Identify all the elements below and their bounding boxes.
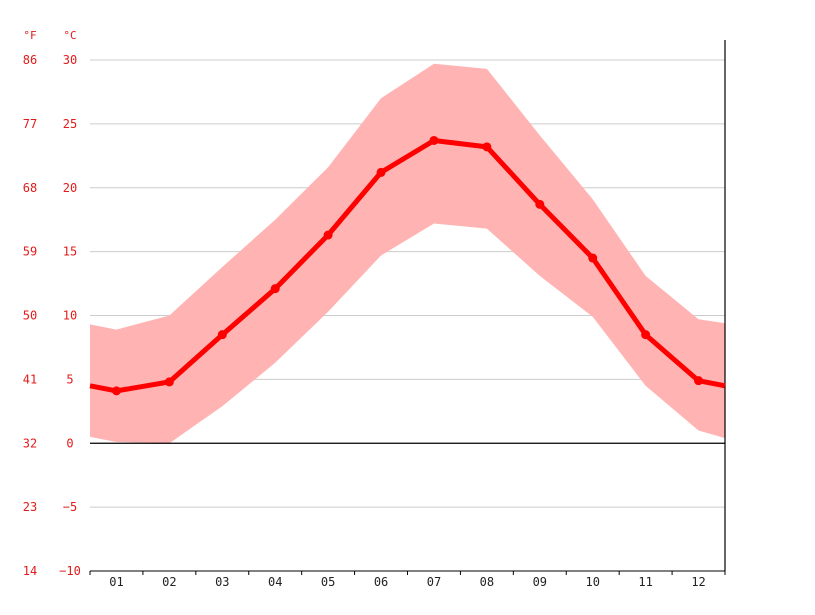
data-point [164, 377, 174, 387]
data-point [270, 284, 280, 294]
y-tick-fahrenheit: 77 [23, 117, 37, 131]
y-tick-fahrenheit: 86 [23, 53, 37, 67]
data-point [429, 135, 439, 145]
y-tick-fahrenheit: 68 [23, 181, 37, 195]
y-tick-celsius: −5 [63, 500, 77, 514]
y-tick-celsius: 15 [63, 245, 77, 259]
y-tick-celsius: 25 [63, 117, 77, 131]
x-tick-label: 11 [638, 575, 652, 589]
y-tick-celsius: −10 [59, 564, 81, 578]
celsius-unit-label: °C [63, 29, 76, 42]
mean-temperature-line [89, 138, 726, 394]
x-tick-label: 10 [585, 575, 599, 589]
x-tick-label: 08 [480, 575, 494, 589]
x-tick-label: 04 [268, 575, 282, 589]
temperature-range-area [90, 63, 725, 444]
fahrenheit-unit-label: °F [23, 29, 36, 42]
y-tick-fahrenheit: 14 [23, 564, 37, 578]
x-tick-label: 05 [321, 575, 335, 589]
y-tick-fahrenheit: 23 [23, 500, 37, 514]
data-point [217, 330, 227, 340]
y-tick-celsius: 30 [63, 53, 77, 67]
y-tick-celsius: 0 [66, 436, 73, 450]
data-point [323, 230, 333, 240]
data-point [641, 330, 651, 340]
y-tick-fahrenheit: 32 [23, 436, 37, 450]
y-tick-celsius: 5 [66, 372, 73, 386]
data-point [111, 386, 121, 396]
y-tick-fahrenheit: 41 [23, 372, 37, 386]
temperature-range-band [90, 63, 725, 444]
y-tick-celsius: 10 [63, 309, 77, 323]
x-tick-label: 03 [215, 575, 229, 589]
x-tick-label: 01 [109, 575, 123, 589]
x-tick-label: 12 [691, 575, 705, 589]
mean-temperature-series [89, 135, 726, 396]
y-tick-celsius: 20 [63, 181, 77, 195]
x-tick-label: 02 [162, 575, 176, 589]
x-tick-label: 07 [427, 575, 441, 589]
data-point [588, 253, 598, 263]
data-point [694, 376, 704, 386]
y-tick-fahrenheit: 50 [23, 309, 37, 323]
data-point [535, 199, 545, 209]
axis-layer [89, 40, 726, 575]
y-tick-fahrenheit: 59 [23, 245, 37, 259]
label-layer: °F °C 30862577206815591050541032−523−101… [23, 29, 706, 589]
data-point [376, 167, 386, 177]
x-tick-label: 06 [374, 575, 388, 589]
x-tick-label: 09 [533, 575, 547, 589]
data-point [482, 142, 492, 152]
